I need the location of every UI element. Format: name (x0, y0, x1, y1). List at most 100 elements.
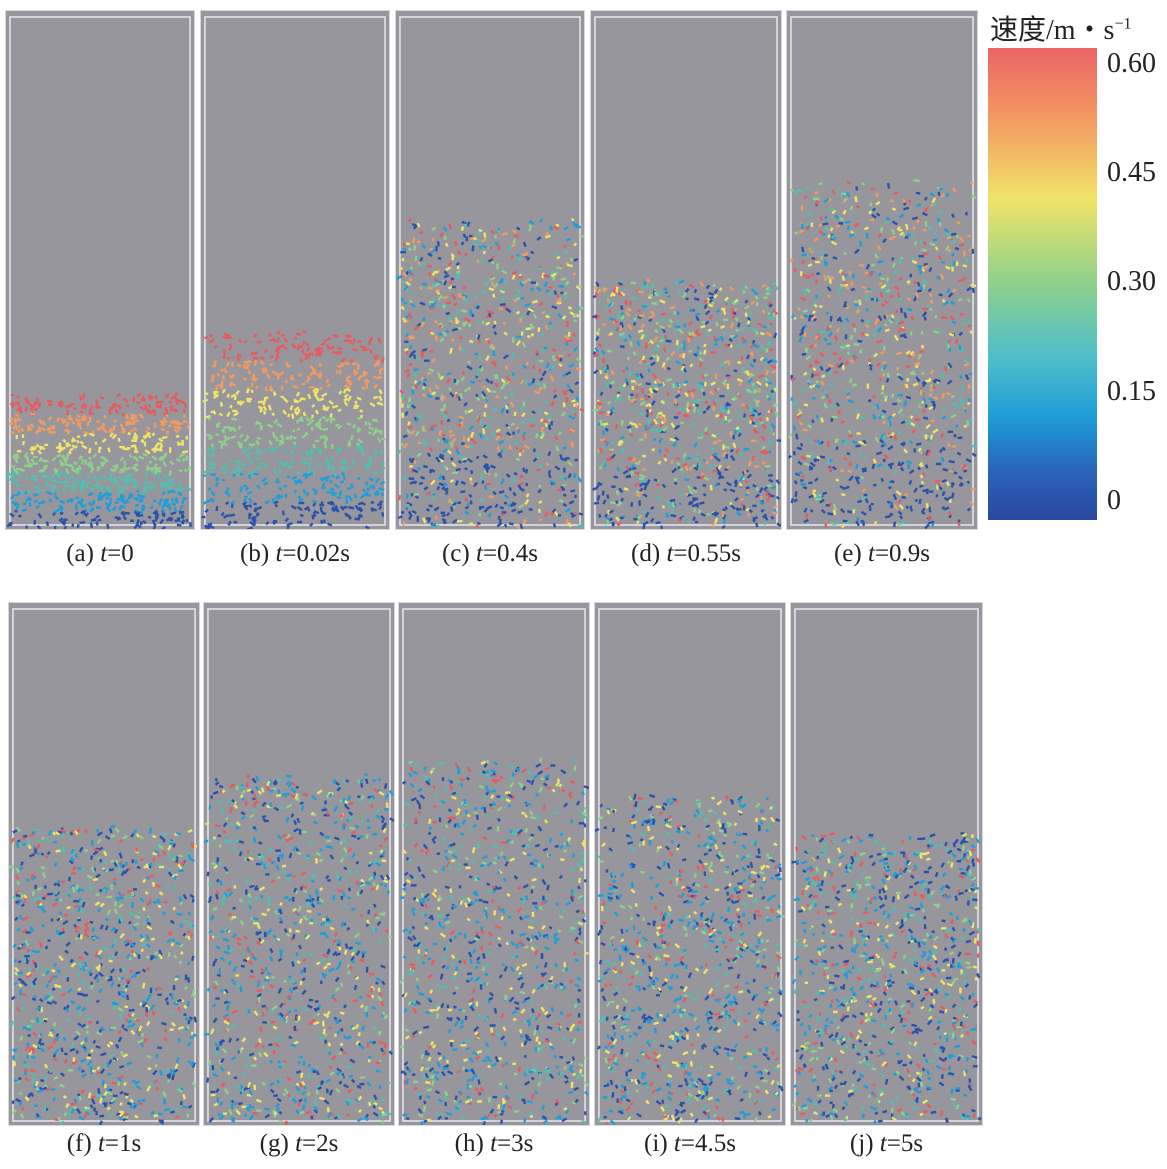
particle (57, 449, 62, 454)
particle (596, 494, 601, 501)
particle (223, 434, 229, 441)
particle (623, 337, 628, 343)
particle (104, 917, 110, 922)
particle (844, 360, 849, 366)
particle (693, 466, 699, 471)
particle (289, 405, 294, 411)
particle (202, 398, 209, 403)
particle (170, 511, 177, 516)
particle (122, 486, 129, 490)
particle (530, 332, 535, 337)
colorbar-title-text: 速度/m・s (990, 15, 1115, 46)
particle (264, 499, 270, 505)
particle (78, 962, 83, 969)
particle (462, 285, 467, 290)
particle (823, 253, 828, 257)
particle (906, 280, 911, 284)
particle (441, 412, 447, 418)
particle (24, 491, 28, 495)
particle (114, 501, 119, 505)
particle (164, 996, 169, 1002)
particle (890, 479, 895, 484)
particle (845, 346, 852, 350)
particle (132, 426, 138, 432)
particle (515, 296, 521, 301)
particle (892, 412, 896, 418)
particle (653, 380, 658, 385)
particle (713, 343, 718, 347)
particle (882, 441, 887, 447)
particle (233, 411, 240, 417)
particle (222, 352, 227, 359)
particle (108, 1059, 113, 1065)
particle (552, 388, 557, 393)
particle (19, 1035, 24, 1041)
particle (354, 504, 360, 511)
particle (761, 423, 767, 429)
particle (129, 1105, 136, 1110)
particle (521, 434, 526, 441)
particle (885, 377, 890, 383)
particle (135, 1018, 141, 1023)
particle (222, 335, 228, 340)
particle (824, 389, 828, 394)
particle (89, 920, 94, 924)
particle (706, 297, 710, 303)
particle (30, 458, 36, 465)
particle (340, 356, 347, 363)
particle (294, 479, 300, 486)
particle (485, 321, 491, 326)
particle (677, 389, 681, 394)
particle (688, 466, 693, 471)
particle (832, 509, 837, 516)
particle (845, 305, 850, 310)
particle (481, 480, 485, 485)
particle (351, 459, 356, 466)
particle (696, 383, 703, 390)
particle (376, 502, 383, 507)
particle (908, 480, 913, 486)
particle (772, 511, 778, 515)
particle (286, 364, 291, 369)
particle (849, 334, 854, 341)
particle (108, 959, 113, 963)
particle (337, 424, 343, 430)
particle (14, 425, 19, 431)
particle (515, 457, 521, 462)
particle (181, 499, 185, 505)
particle (20, 428, 24, 433)
particle (128, 1008, 135, 1012)
particle (639, 314, 645, 318)
particle (74, 936, 79, 941)
particle (55, 1035, 60, 1042)
particle (318, 351, 323, 357)
particle (805, 288, 811, 294)
particle (74, 853, 79, 858)
particle (113, 402, 119, 408)
particle (729, 448, 734, 453)
particle (162, 1091, 167, 1098)
particle (405, 315, 410, 319)
particle (222, 438, 227, 444)
particle (940, 432, 945, 438)
particle (631, 456, 637, 462)
particle (906, 233, 911, 237)
particle (812, 317, 818, 322)
particle (615, 286, 619, 293)
particle (329, 420, 333, 424)
particle (99, 1068, 106, 1075)
particle (661, 413, 666, 418)
particle (618, 487, 624, 494)
particle (964, 258, 969, 263)
particle (745, 507, 750, 512)
particle (691, 388, 696, 393)
particle (14, 916, 19, 922)
particle (284, 460, 289, 466)
particle (551, 508, 557, 514)
particle (507, 246, 513, 251)
particle (520, 449, 525, 453)
particle (512, 491, 517, 497)
particle (469, 438, 474, 442)
particle (6, 521, 12, 528)
particle (339, 505, 345, 511)
